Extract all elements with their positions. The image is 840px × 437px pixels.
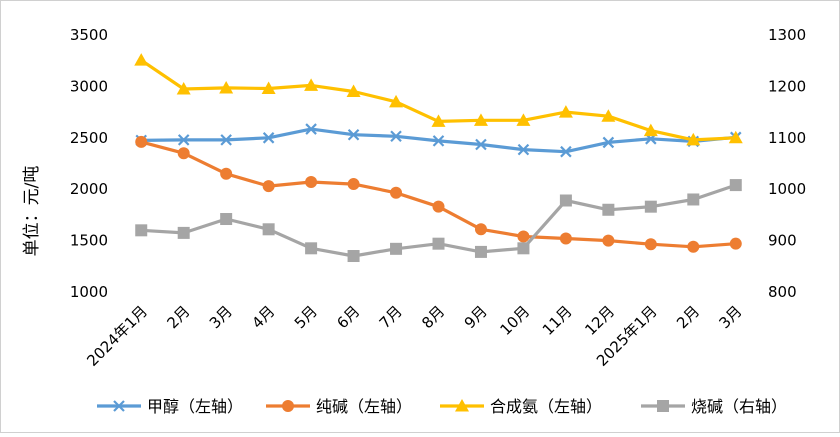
series-3-point-2 (220, 213, 233, 226)
left-tick-label-5: 3500 (70, 26, 108, 44)
series-3-point-4 (305, 242, 318, 255)
y-axis-label: 单位：元/吨 (22, 166, 42, 257)
series-2-point-0 (134, 53, 149, 66)
right-tick-label-4: 1200 (768, 77, 806, 95)
series-1-point-11 (602, 234, 615, 247)
series-3-point-13 (687, 193, 700, 206)
legend-label-2: 合成氨（左轴） (490, 397, 602, 416)
series-1-point-5 (347, 178, 360, 191)
series-3-point-14 (729, 179, 742, 192)
series-1-point-2 (220, 167, 233, 180)
series-2-point-8 (473, 113, 488, 126)
series-0-point-5 (347, 128, 360, 141)
series-2-point-14 (728, 130, 743, 144)
series-2-point-9 (516, 113, 531, 126)
series-3-point-7 (432, 237, 445, 250)
series-1-point-3 (262, 180, 275, 193)
series-2-point-11 (601, 109, 616, 122)
series-0-point-11 (602, 136, 615, 149)
series-1-point-9 (517, 230, 530, 243)
right-tick-label-2: 1000 (768, 180, 806, 198)
left-tick-label-0: 1000 (70, 283, 108, 301)
series-3 (135, 179, 742, 263)
series-2-point-2 (219, 80, 234, 94)
right-tick-label-5: 1300 (768, 26, 806, 44)
series-3-point-0 (135, 224, 148, 237)
legend-label-3: 烧碱（右轴） (691, 397, 787, 416)
series-1-point-13 (687, 240, 700, 253)
series-2-point-4 (304, 78, 319, 91)
series-0-point-2 (220, 134, 232, 146)
series-3-point-9 (517, 242, 530, 255)
series-2 (134, 53, 743, 146)
series-0-point-7 (432, 135, 445, 147)
legend-label-1: 纯碱（左轴） (316, 397, 412, 416)
right-tick-label-1: 900 (768, 232, 797, 250)
series-1-point-12 (644, 238, 657, 251)
series-0-point-6 (390, 130, 402, 143)
right-tick-label-3: 1100 (768, 129, 806, 147)
series-1-point-1 (177, 147, 190, 160)
series-2-point-13 (686, 132, 701, 146)
right-axis-ticks: 800 900 1000 1100 1200 1300 (768, 26, 806, 301)
series-2-point-12 (643, 123, 658, 137)
series-2-point-1 (176, 81, 191, 95)
legend-item-0: 甲醇（左轴） (97, 397, 243, 416)
series-1-point-4 (305, 176, 318, 189)
series-1-point-10 (559, 232, 572, 245)
legend-marker-1 (282, 400, 294, 412)
series-2-point-10 (558, 105, 573, 118)
series-1-point-8 (474, 223, 487, 236)
series-0-point-4 (305, 123, 317, 135)
series-3-point-12 (644, 200, 657, 213)
left-tick-label-1: 1500 (70, 232, 108, 250)
series-1-point-7 (432, 200, 445, 213)
series-1-point-14 (729, 237, 742, 250)
right-tick-label-0: 800 (768, 283, 797, 301)
series-3-point-8 (474, 245, 487, 258)
series-0-point-9 (517, 143, 530, 156)
series-3-point-3 (262, 223, 275, 236)
series-0-point-1 (177, 134, 190, 146)
legend-item-1: 纯碱（左轴） (266, 397, 412, 416)
series-layer (134, 53, 743, 263)
legend-marker-0 (113, 400, 125, 412)
left-tick-label-3: 2500 (70, 129, 108, 147)
series-2-point-6 (389, 94, 404, 108)
series-1-point-0 (135, 135, 148, 148)
series-3-point-5 (347, 250, 360, 263)
left-axis-ticks: 1000 1500 2000 2500 3000 3500 (70, 26, 108, 301)
series-1-point-6 (390, 186, 403, 199)
left-tick-label-2: 2000 (70, 180, 108, 198)
legend-item-2: 合成氨（左轴） (440, 397, 602, 416)
series-2-point-3 (261, 81, 276, 94)
series-0-point-10 (560, 145, 572, 158)
series-3-point-6 (390, 242, 403, 255)
left-tick-label-4: 3000 (70, 77, 108, 95)
series-3-point-10 (559, 194, 572, 207)
series-0-point-3 (262, 132, 275, 144)
legend-marker-3 (657, 400, 669, 412)
legend-label-0: 甲醇（左轴） (147, 397, 243, 416)
series-3-point-1 (177, 226, 190, 239)
legend-item-3: 烧碱（右轴） (641, 397, 787, 416)
series-0-point-8 (475, 138, 487, 151)
series-2-point-5 (346, 84, 361, 98)
series-3-point-11 (602, 203, 615, 216)
legend-marker-2 (455, 399, 469, 412)
series-2-point-7 (431, 114, 446, 127)
legend: 甲醇（左轴） 纯碱（左轴） 合成氨（左轴） 烧碱（右轴） (97, 397, 787, 416)
series-1 (135, 135, 742, 253)
